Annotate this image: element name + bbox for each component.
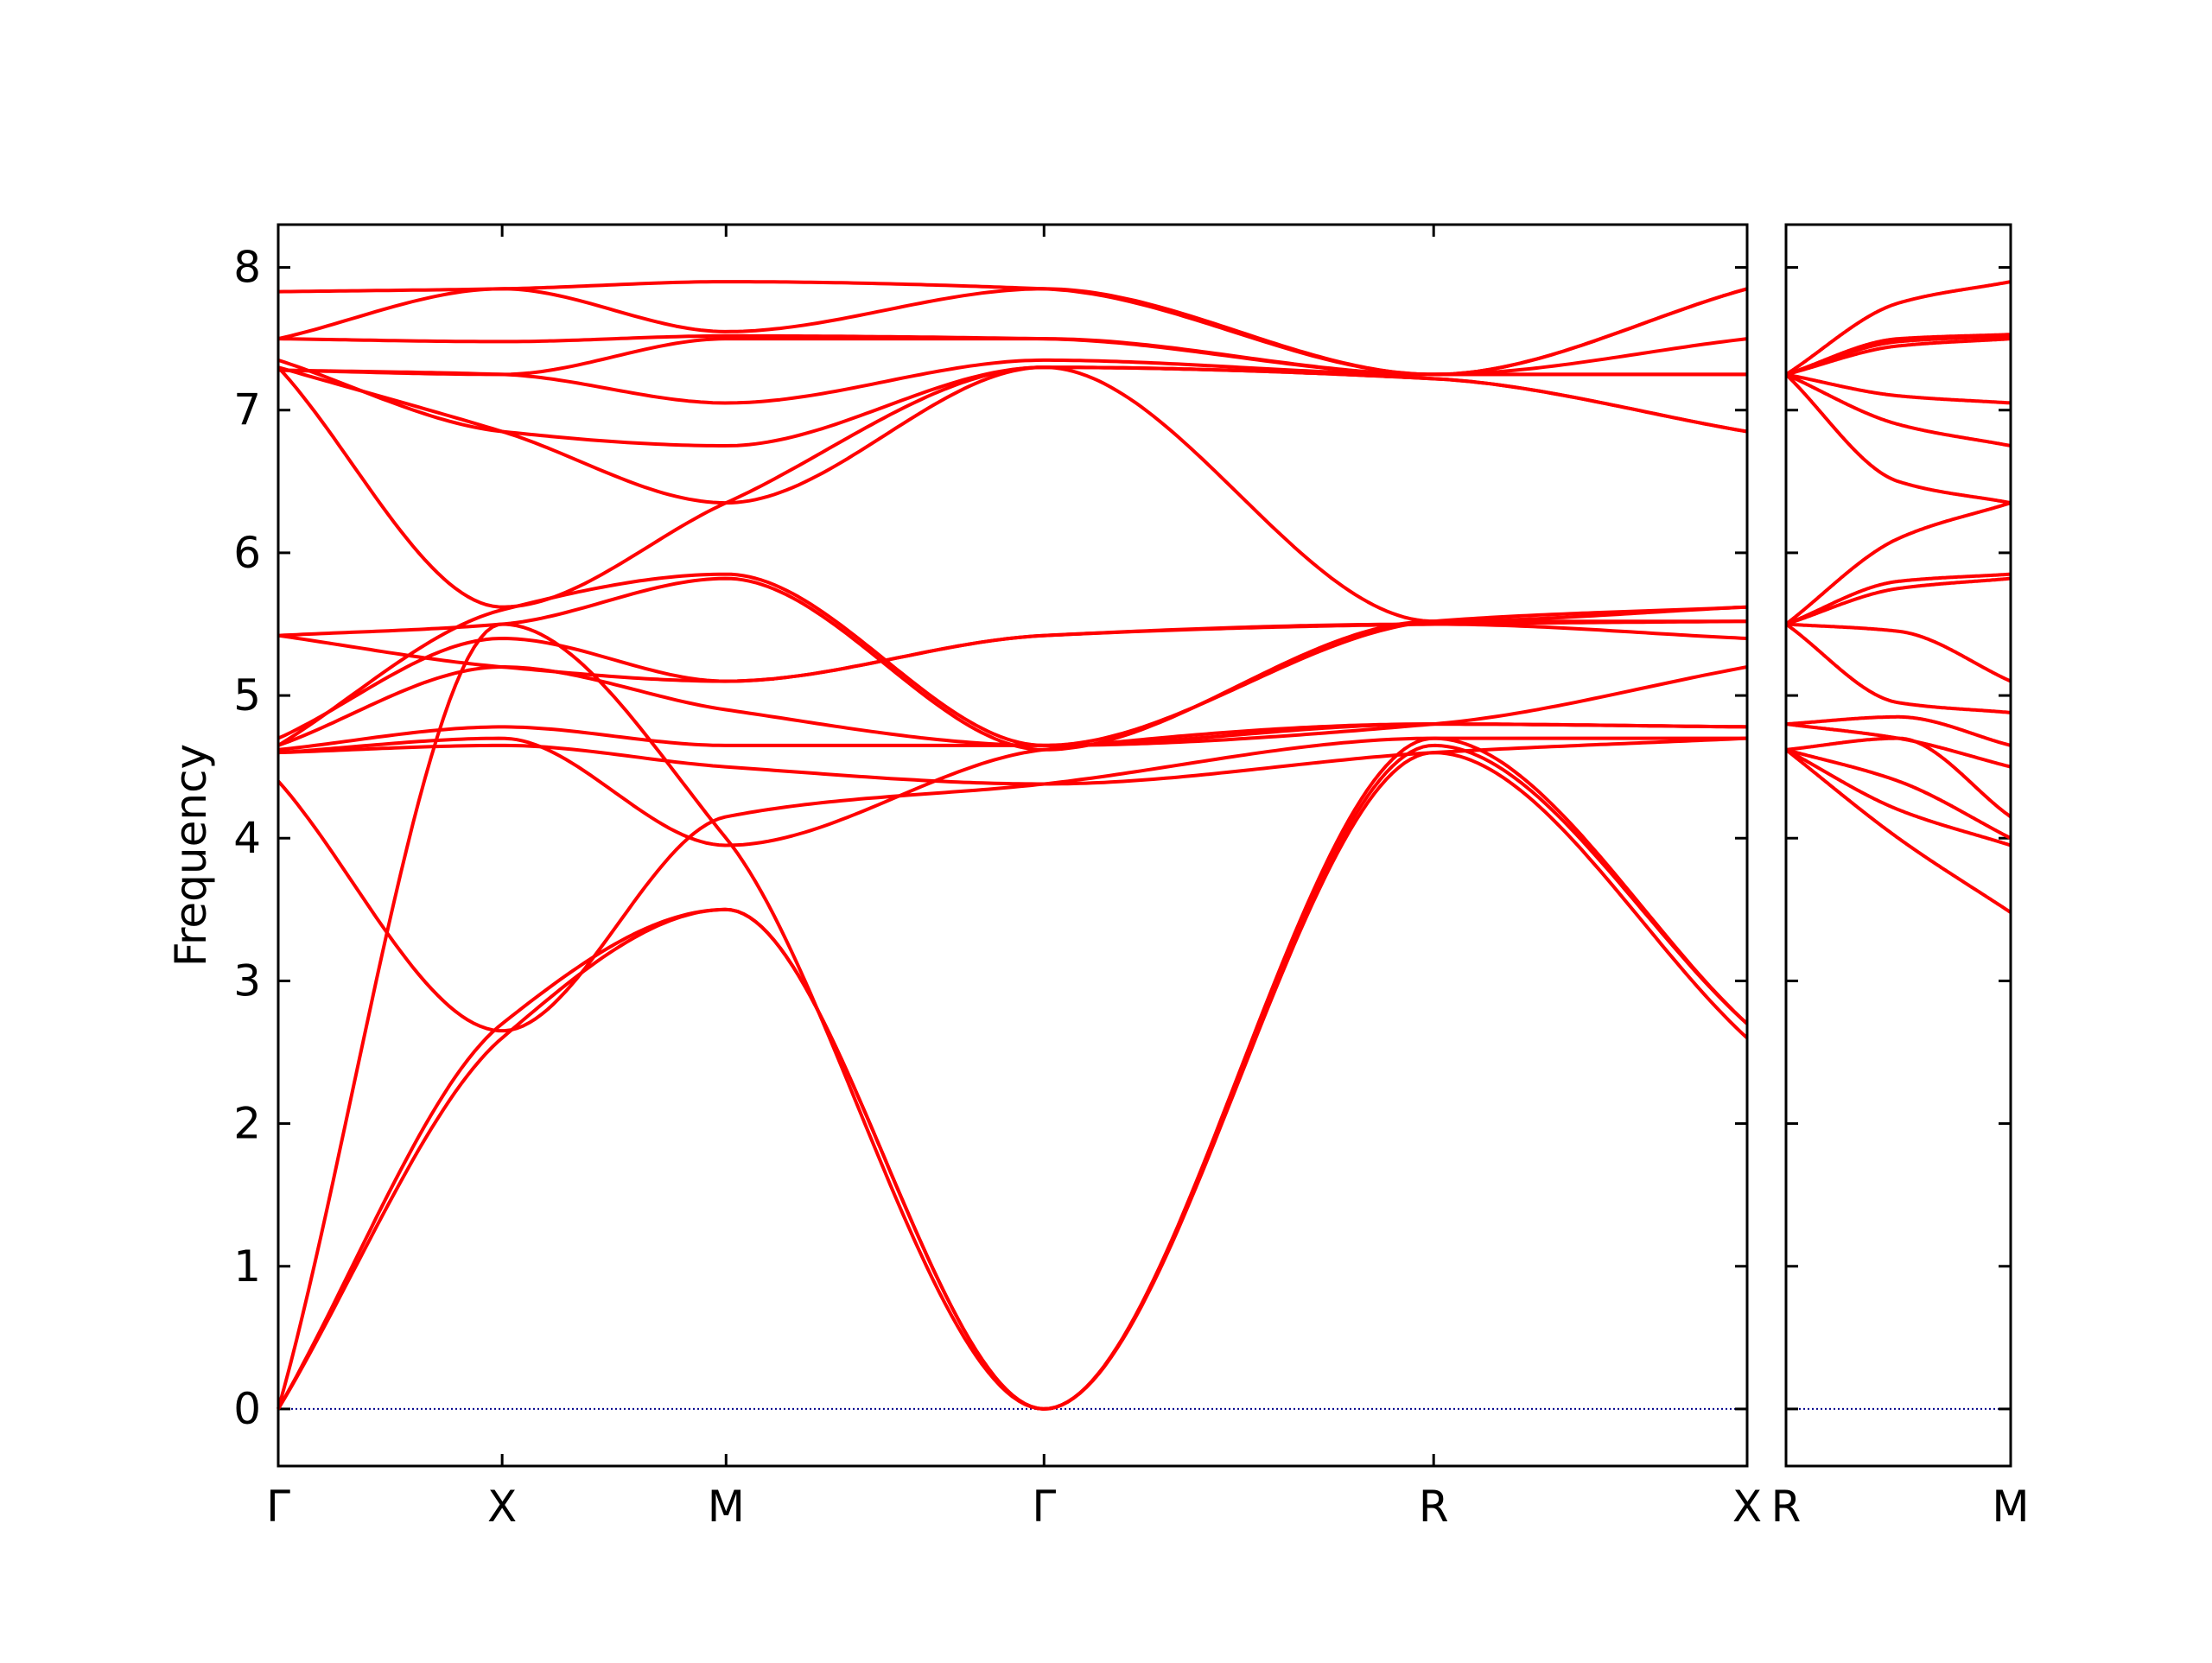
y-tick-label: 8 — [233, 243, 261, 293]
band-line — [1785, 722, 2012, 769]
band-line — [277, 333, 1748, 377]
y-tick-label: 5 — [233, 670, 261, 720]
band-line — [277, 736, 1748, 786]
band-line — [1784, 280, 2012, 377]
band-line — [277, 665, 1748, 747]
band-line — [1784, 501, 2012, 626]
y-axis-label: Frequency — [166, 744, 216, 967]
band-line — [276, 736, 1747, 1033]
x-tick-label: X — [1732, 1482, 1762, 1532]
band-line — [1784, 748, 2012, 914]
band-line — [1785, 714, 2012, 747]
band-line — [1785, 372, 2012, 405]
band-line — [1784, 372, 2012, 505]
band-line — [276, 365, 1748, 624]
x-tick-label: Γ — [1032, 1482, 1056, 1532]
plot-frame — [1784, 223, 2012, 1468]
band-line — [1785, 372, 2012, 447]
band-line — [1785, 572, 2012, 626]
y-tick-label: 7 — [233, 385, 261, 435]
band-line — [276, 751, 1749, 1411]
band-line — [1785, 333, 2012, 377]
y-tick-label: 1 — [233, 1241, 261, 1292]
band-line — [277, 358, 1748, 447]
band-line — [276, 743, 1749, 1411]
band-line — [1784, 622, 2012, 714]
x-tick-label: R — [1771, 1482, 1802, 1532]
x-tick-label: X — [487, 1482, 517, 1532]
x-tick-label: M — [708, 1482, 745, 1532]
band-line — [1785, 576, 2012, 626]
band-line — [277, 280, 1748, 377]
y-tick-label: 4 — [233, 813, 261, 863]
plot-frame — [276, 223, 1749, 1468]
y-tick-label: 0 — [233, 1384, 261, 1434]
band-line — [277, 619, 1747, 683]
band-line — [1785, 337, 2012, 377]
band-line — [277, 358, 1747, 405]
band-line — [1785, 622, 2012, 683]
band-line — [277, 622, 1748, 740]
band-line — [276, 622, 1749, 1411]
y-tick-label: 6 — [233, 528, 261, 578]
band-line — [1785, 747, 2012, 841]
band-line — [276, 572, 1748, 747]
x-tick-label: Γ — [266, 1482, 290, 1532]
x-tick-label: R — [1419, 1482, 1449, 1532]
x-tick-label: M — [1992, 1482, 2029, 1532]
band-line — [1785, 748, 2012, 847]
y-tick-label: 2 — [233, 1099, 261, 1149]
y-tick-label: 3 — [233, 955, 261, 1006]
